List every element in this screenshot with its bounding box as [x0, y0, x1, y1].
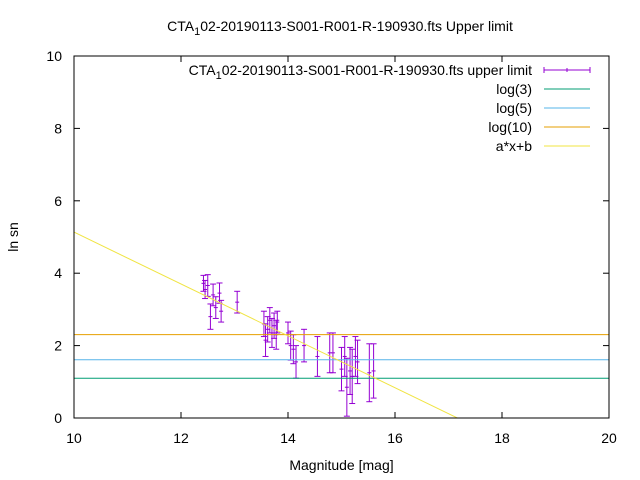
data-point — [338, 346, 345, 392]
y-tick-label: 6 — [54, 193, 62, 209]
y-tick-label: 4 — [54, 265, 62, 281]
data-point — [234, 290, 241, 314]
x-tick-label: 18 — [494, 430, 510, 446]
y-axis-label: ln sn — [5, 222, 21, 252]
data-point — [204, 274, 211, 297]
chart-title: CTA102-20190113-S001-R001-R-190930.fts U… — [167, 18, 513, 38]
data-point — [274, 310, 281, 334]
y-tick-label: 10 — [46, 48, 62, 64]
chart-title-prefix: CTA — [167, 18, 195, 34]
y-tick-label: 0 — [54, 410, 62, 426]
x-axis-label: Magnitude [mag] — [289, 457, 393, 473]
legend-entry: log(10) — [488, 119, 590, 135]
data-point — [264, 316, 271, 343]
plot-frame — [73, 55, 610, 419]
data-point — [347, 346, 354, 395]
legend-label: CTA102-20190113-S001-R001-R-190930.fts u… — [189, 62, 532, 82]
data-point — [266, 307, 273, 334]
legend-label: log(10) — [488, 119, 532, 135]
legend-label: log(3) — [496, 81, 532, 97]
data-point — [285, 321, 291, 345]
x-tick-label: 10 — [66, 430, 82, 446]
axes: 10 12 14 16 18 20 0 2 4 6 8 10 — [46, 48, 617, 446]
chart-title-suffix: 02-20190113-S001-R001-R-190930.fts Upper… — [200, 18, 513, 34]
data-point — [343, 357, 350, 417]
data-point — [210, 283, 217, 307]
x-tick-label: 16 — [387, 430, 403, 446]
data-point — [329, 332, 336, 374]
data-point — [354, 339, 361, 385]
data-point — [293, 345, 300, 379]
data-point — [366, 343, 373, 403]
plot-area — [74, 231, 609, 418]
legend-label: a*x+b — [496, 138, 532, 154]
data-point — [314, 336, 321, 377]
data-point — [207, 303, 214, 330]
x-tick-label: 12 — [173, 430, 189, 446]
data-point — [352, 336, 359, 377]
legend-entry: log(5) — [496, 100, 590, 116]
data-point — [287, 330, 294, 361]
legend: CTA102-20190113-S001-R001-R-190930.fts u… — [189, 62, 591, 154]
x-tick-label: 20 — [601, 430, 617, 446]
data-point — [268, 317, 275, 348]
fit-line — [74, 231, 459, 418]
x-tick-label: 14 — [280, 430, 296, 446]
data-point — [349, 348, 356, 405]
y-tick-label: 8 — [54, 120, 62, 136]
plot-series — [74, 231, 609, 418]
data-point — [370, 343, 377, 399]
chart-title-subscript: 1 — [194, 26, 200, 38]
legend-entry: log(3) — [496, 81, 590, 97]
legend-entry: CTA102-20190113-S001-R001-R-190930.fts u… — [189, 62, 591, 82]
legend-label: log(5) — [496, 100, 532, 116]
y-tick-label: 2 — [54, 338, 62, 354]
legend-entry: a*x+b — [496, 138, 590, 154]
